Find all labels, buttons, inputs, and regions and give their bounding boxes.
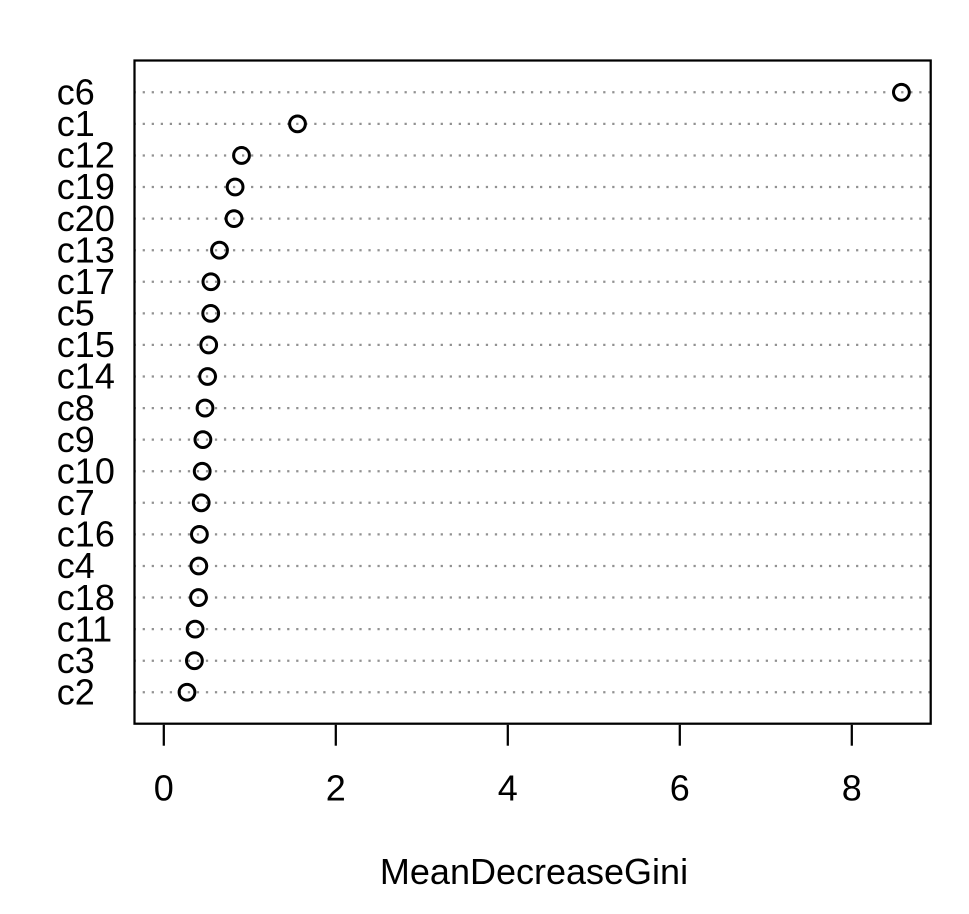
svg-text:c15: c15	[57, 324, 115, 365]
svg-text:c19: c19	[57, 166, 115, 207]
svg-text:c7: c7	[57, 482, 95, 523]
svg-text:c10: c10	[57, 450, 115, 491]
svg-text:c11: c11	[57, 608, 112, 649]
svg-text:c3: c3	[57, 640, 95, 681]
svg-text:c1: c1	[57, 103, 95, 144]
svg-text:8: 8	[842, 767, 862, 808]
svg-text:c2: c2	[57, 671, 95, 712]
svg-text:c20: c20	[57, 198, 115, 239]
svg-text:2: 2	[326, 767, 346, 808]
svg-text:c6: c6	[57, 72, 95, 113]
svg-text:c18: c18	[57, 577, 115, 618]
svg-text:4: 4	[498, 767, 518, 808]
svg-text:c5: c5	[57, 293, 95, 334]
svg-text:c4: c4	[57, 545, 95, 586]
svg-text:0: 0	[154, 767, 174, 808]
svg-text:c13: c13	[57, 229, 115, 270]
svg-text:c14: c14	[57, 356, 115, 397]
svg-text:6: 6	[670, 767, 690, 808]
svg-text:MeanDecreaseGini: MeanDecreaseGini	[380, 851, 688, 892]
svg-text:c16: c16	[57, 514, 115, 555]
svg-text:c8: c8	[57, 387, 95, 428]
svg-text:c17: c17	[57, 261, 115, 302]
svg-text:c9: c9	[57, 419, 95, 460]
svg-text:c12: c12	[57, 135, 115, 176]
